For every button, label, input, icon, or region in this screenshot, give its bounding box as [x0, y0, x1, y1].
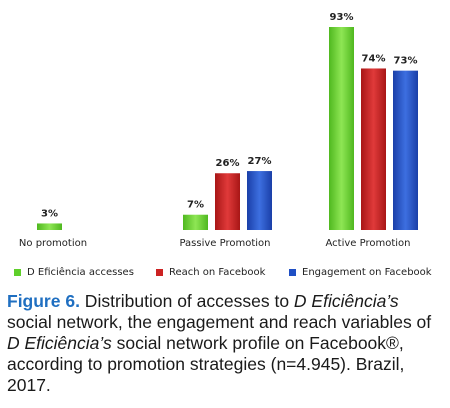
category-label: No promotion: [19, 238, 87, 249]
bar-reach: [361, 68, 386, 231]
bar-chart: 3% 7% 93% 26% 74% 27% 73% No promotion Passive …: [19, 12, 418, 249]
caption-text: social network profile on Facebook®, acc…: [7, 333, 405, 395]
chart-legend: D Eficiência accesses Reach on Facebook …: [0, 267, 450, 285]
legend-item-engagement: Engagement on Facebook: [289, 267, 432, 278]
caption-text: Distribution of accesses to: [79, 291, 294, 311]
legend-label: Engagement on Facebook: [302, 267, 432, 278]
legend-item-reach: Reach on Facebook: [156, 267, 265, 278]
bar-engagement: [393, 70, 418, 230]
caption-italic: D Eficiência’s: [7, 333, 112, 353]
legend-swatch-green: [14, 269, 21, 276]
bar-value-label: 73%: [394, 56, 418, 67]
bar-accesses: [183, 214, 208, 230]
legend-label: D Eficiência accesses: [27, 267, 134, 278]
bar-value-label: 93%: [330, 12, 354, 23]
legend-swatch-blue: [289, 269, 296, 276]
legend-swatch-red: [156, 269, 163, 276]
caption-italic: D Eficiência’s: [293, 291, 399, 311]
bar-value-label: 27%: [248, 156, 272, 167]
category-label: Passive Promotion: [179, 238, 270, 249]
figure-label: Figure 6.: [7, 291, 80, 311]
category-label: Active Promotion: [326, 238, 411, 249]
legend-label: Reach on Facebook: [169, 267, 266, 278]
figure-caption: Figure 6. Distribution of accesses to D …: [7, 291, 447, 396]
legend-item-accesses: D Eficiência accesses: [14, 267, 134, 278]
caption-text: social network, the engagement and reach…: [7, 312, 432, 332]
bar-value-label: 3%: [41, 208, 58, 219]
bar-accesses: [329, 27, 354, 230]
bar-value-label: 74%: [362, 53, 386, 64]
bar-value-label: 7%: [187, 200, 204, 211]
bar-engagement: [247, 171, 272, 230]
bar-value-label: 26%: [216, 158, 240, 169]
bar-reach: [215, 173, 240, 230]
bar-accesses: [37, 223, 62, 230]
